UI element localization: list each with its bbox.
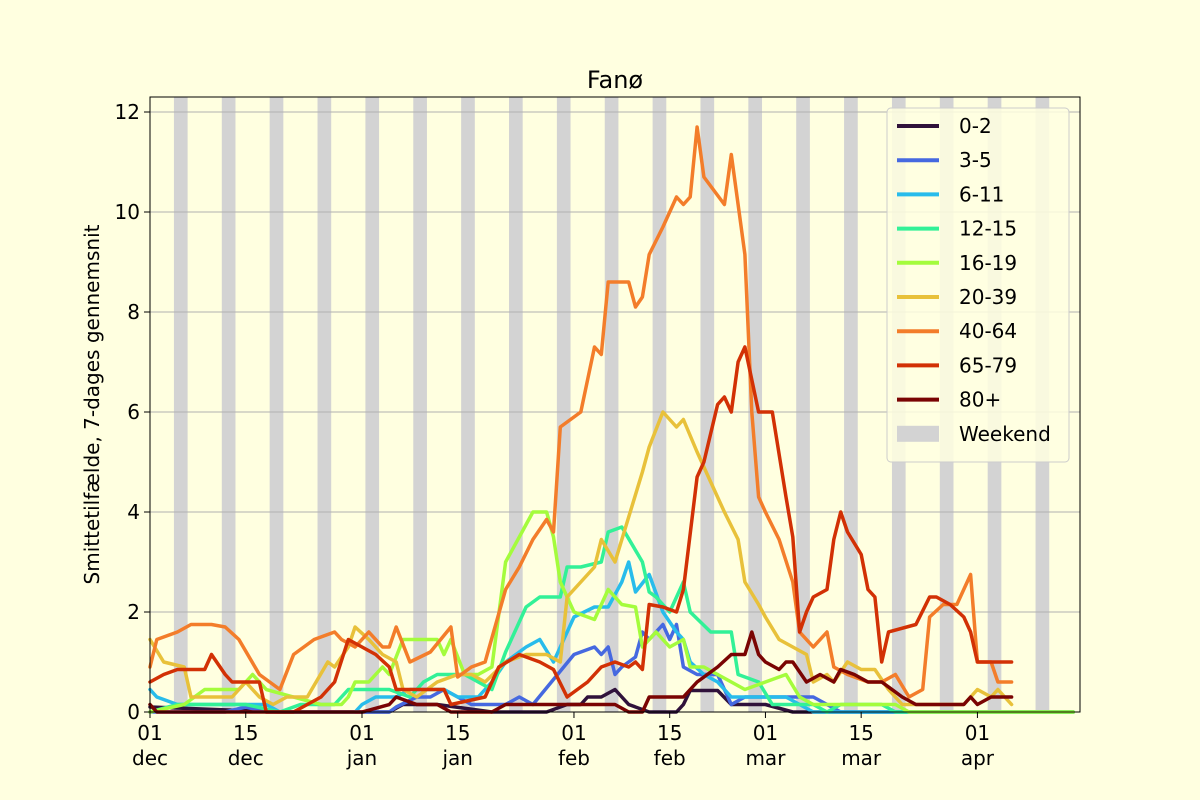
x-tick-day-label: 01: [349, 721, 374, 745]
weekend-band: [604, 97, 619, 712]
x-tick-month-label: apr: [961, 746, 995, 770]
legend-label-3-5: 3-5: [959, 148, 992, 172]
weekend-band: [269, 97, 284, 712]
legend-label-0-2: 0-2: [959, 114, 992, 138]
series-line-80+: [148, 630, 1014, 714]
weekend-band: [844, 97, 858, 712]
legend-label-80+: 80+: [959, 388, 1001, 412]
weekend-band: [461, 97, 475, 712]
legend-swatch-weekend: [897, 425, 939, 442]
weekend-band: [796, 97, 810, 712]
weekend-band: [556, 97, 571, 712]
series-line-12-15: [148, 525, 1075, 714]
weekend-band: [365, 97, 380, 712]
x-tick-day-label: 15: [848, 721, 873, 745]
x-tick-month-label: jan: [346, 746, 378, 770]
legend-label-6-11: 6-11: [959, 182, 1004, 206]
x-tick-month-label: feb: [654, 746, 686, 770]
x-tick-day-label: 01: [753, 721, 778, 745]
y-tick-label: 2: [127, 600, 140, 624]
x-axis-ticks: 01dec15dec01jan15jan01feb15feb01mar15mar…: [132, 712, 995, 770]
x-tick-month-label: dec: [132, 746, 168, 770]
legend-label-20-39: 20-39: [959, 285, 1017, 309]
series-line-65-79: [148, 345, 1014, 714]
x-tick-day-label: 01: [137, 721, 162, 745]
x-tick-month-label: dec: [228, 746, 264, 770]
x-tick-day-label: 15: [233, 721, 258, 745]
series-line-16-19: [148, 510, 1075, 714]
x-tick-day-label: 01: [965, 721, 990, 745]
legend: 0-2 3-5 6-11 12-15 16-19 20-39 40-64 65-79 80+ We…: [886, 107, 1070, 463]
y-tick-label: 10: [115, 200, 140, 224]
y-tick-label: 0: [127, 700, 140, 724]
y-tick-label: 8: [127, 300, 140, 324]
weekend-band: [413, 97, 427, 712]
x-tick-month-label: jan: [441, 746, 473, 770]
x-tick-day-label: 15: [657, 721, 682, 745]
x-tick-month-label: mar: [745, 746, 786, 770]
legend-label-16-19: 16-19: [959, 251, 1017, 275]
weekend-band: [652, 97, 667, 712]
weekend-band: [748, 97, 763, 712]
legend-label-weekend: Weekend: [959, 422, 1051, 446]
y-axis-ticks: 0 2 4 6 8 10 12: [115, 100, 150, 724]
y-tick-label: 12: [115, 100, 140, 124]
weekend-band: [700, 97, 715, 712]
series-lines: [148, 125, 1075, 714]
x-tick-day-label: 01: [561, 721, 586, 745]
x-tick-month-label: feb: [558, 746, 590, 770]
x-tick-month-label: mar: [841, 746, 882, 770]
plot-frame: [149, 96, 1081, 713]
chart-title: Fanø: [587, 66, 643, 94]
y-axis-label: Smittetilfælde, 7-dages gennemsnit: [80, 224, 104, 584]
legend-label-40-64: 40-64: [959, 319, 1017, 343]
weekend-band: [221, 97, 236, 712]
legend-label-12-15: 12-15: [959, 217, 1017, 241]
legend-label-65-79: 65-79: [959, 353, 1017, 377]
weekend-band: [317, 97, 332, 712]
weekend-band: [509, 97, 523, 712]
legend-box: [886, 107, 1070, 463]
y-tick-label: 6: [127, 400, 140, 424]
x-tick-day-label: 15: [445, 721, 470, 745]
y-tick-label: 4: [127, 500, 140, 524]
weekend-band: [173, 97, 188, 712]
